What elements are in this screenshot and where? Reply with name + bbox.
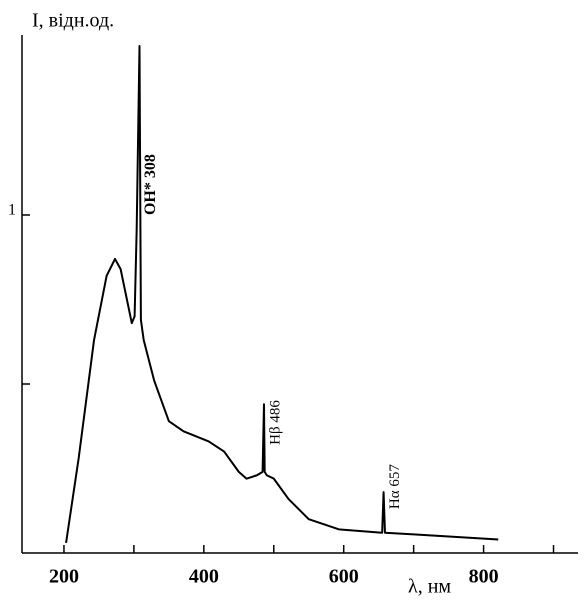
x-axis-label: λ, нм bbox=[408, 576, 451, 598]
peak-annotation: OH* 308 bbox=[142, 154, 159, 215]
peak-annotation: Hβ 486 bbox=[267, 400, 283, 445]
y-axis-label: I, відн.од. bbox=[32, 10, 114, 32]
x-tick-label: 800 bbox=[469, 566, 499, 588]
peak-annotation: Hα 657 bbox=[387, 464, 403, 509]
spectrum-line bbox=[65, 45, 499, 544]
x-tick-label: 200 bbox=[49, 566, 79, 588]
y-tick-label: 1 bbox=[8, 202, 16, 219]
x-tick-label: 400 bbox=[189, 566, 219, 588]
x-tick-label: 600 bbox=[329, 566, 359, 588]
